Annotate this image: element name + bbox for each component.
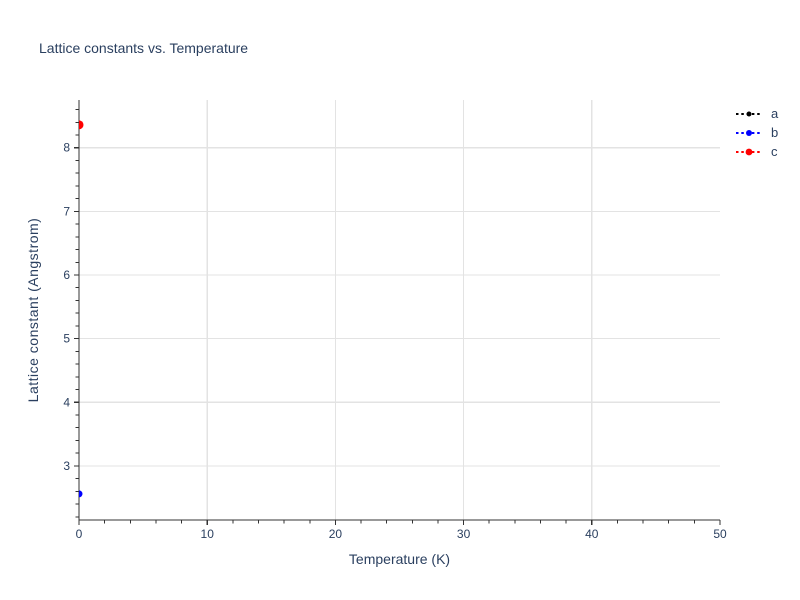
y-tick-label: 8: [63, 141, 70, 155]
chart-title: Lattice constants vs. Temperature: [39, 40, 249, 56]
data-point-c: [79, 120, 84, 130]
legend-item-b[interactable]: b: [735, 123, 778, 142]
legend-label-c: c: [771, 144, 778, 159]
legend: a b c: [735, 104, 778, 161]
legend-line-c-icon: [736, 148, 762, 155]
y-tick-label: 3: [63, 459, 70, 473]
legend-item-a[interactable]: a: [735, 104, 778, 123]
x-tick-label: 20: [329, 527, 343, 541]
x-tick-label: 0: [76, 527, 83, 541]
legend-label-a: a: [771, 106, 779, 121]
y-tick-label: 4: [63, 395, 70, 409]
y-axis-title: Lattice constant (Angstrom): [25, 217, 41, 403]
x-tick-label: 40: [585, 527, 599, 541]
x-tick-label: 30: [457, 527, 471, 541]
legend-line-b-icon: [736, 129, 762, 136]
legend-label-b: b: [771, 125, 779, 140]
y-tick-label: 5: [63, 332, 70, 346]
x-tick-label: 50: [713, 527, 727, 541]
legend-line-a-icon: [736, 111, 762, 116]
y-tick-label: 6: [63, 268, 70, 282]
x-tick-label: 10: [201, 527, 215, 541]
legend-item-c[interactable]: c: [735, 142, 778, 161]
y-tick-label: 7: [63, 204, 70, 218]
data-point-b: [79, 490, 83, 498]
x-axis-title: Temperature (K): [348, 551, 451, 567]
